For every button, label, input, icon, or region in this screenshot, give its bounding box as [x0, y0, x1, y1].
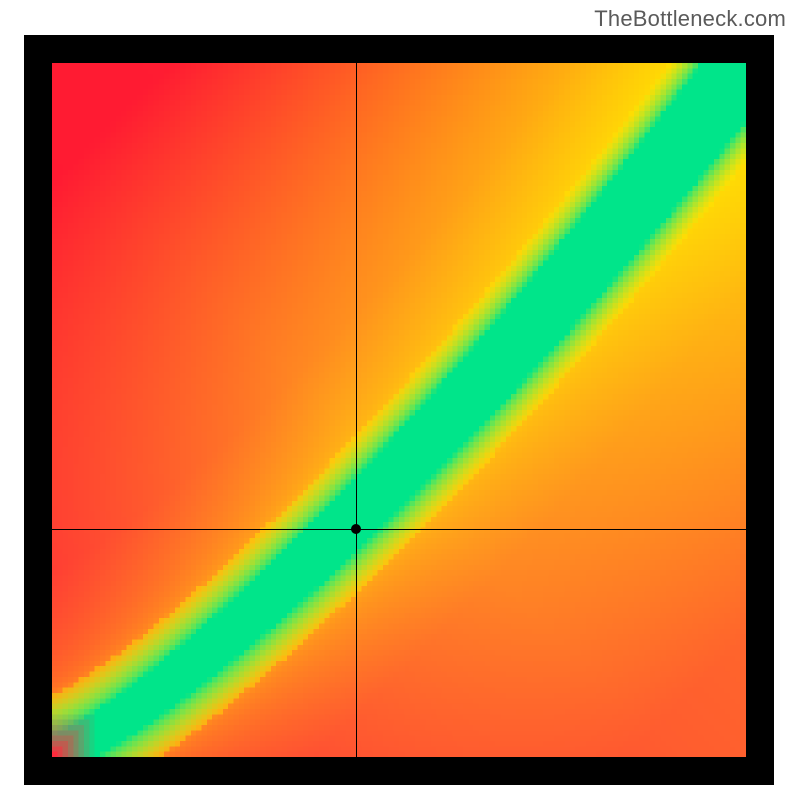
crosshair-marker: [351, 524, 361, 534]
plot-frame: [24, 35, 774, 785]
page-root: TheBottleneck.com: [0, 0, 800, 800]
crosshair-vertical: [356, 63, 357, 757]
heatmap-canvas: [52, 63, 746, 757]
crosshair-horizontal: [52, 529, 746, 530]
watermark-text: TheBottleneck.com: [594, 6, 786, 32]
plot-area: [52, 63, 746, 757]
